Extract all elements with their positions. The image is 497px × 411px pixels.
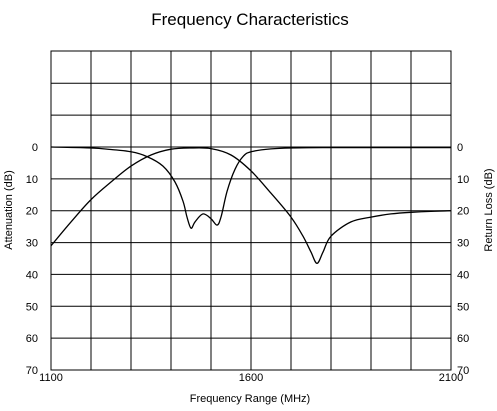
series-group: [50, 146, 452, 264]
x-axis-label: Frequency Range (MHz): [190, 393, 310, 405]
y-tick-label-right: 0: [457, 142, 463, 154]
y-axis-label-right: Return Loss (dB): [483, 168, 495, 251]
x-tick-label: 1600: [239, 372, 263, 384]
series-line-2-right: [50, 146, 451, 229]
y-tick-label-left: 60: [26, 333, 38, 345]
y-tick-label-right: 20: [457, 206, 469, 218]
y-tick-label-right: 50: [457, 301, 469, 313]
x-ticks: 1100 1600 2100: [39, 372, 463, 384]
series-line-1-left: [50, 147, 452, 264]
y-tick-label-left: 20: [26, 206, 38, 218]
y-ticks-left: 0 10 20 30 40 50 60 70: [26, 142, 38, 377]
y-tick-label-left: 10: [26, 174, 38, 186]
y-tick-label-right: 60: [457, 333, 469, 345]
y-ticks-right: 0 10 20 30 40 50 60 70: [457, 142, 469, 377]
y-tick-label-right: 70: [457, 365, 469, 377]
y-tick-label-left: 70: [26, 365, 38, 377]
x-tick-label: 1100: [39, 372, 63, 384]
y-axis-label-left: Attenuation (dB): [3, 170, 15, 250]
y-tick-label-left: 50: [26, 301, 38, 313]
y-tick-label-left: 30: [26, 238, 38, 250]
y-tick-label-right: 40: [457, 269, 469, 281]
y-tick-label-right: 30: [457, 238, 469, 250]
y-tick-label-right: 10: [457, 174, 469, 186]
y-tick-label-left: 0: [32, 142, 38, 154]
grid: [51, 51, 451, 370]
x-tick-label: 2100: [439, 372, 463, 384]
y-tick-label-left: 40: [26, 269, 38, 281]
chart-title: Frequency Characteristics: [151, 10, 348, 29]
